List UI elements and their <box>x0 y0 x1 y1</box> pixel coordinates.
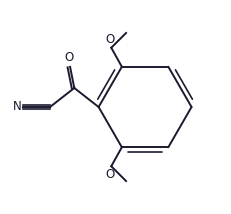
Text: O: O <box>106 168 115 181</box>
Text: N: N <box>13 101 21 113</box>
Text: O: O <box>106 33 115 46</box>
Text: O: O <box>64 51 74 64</box>
